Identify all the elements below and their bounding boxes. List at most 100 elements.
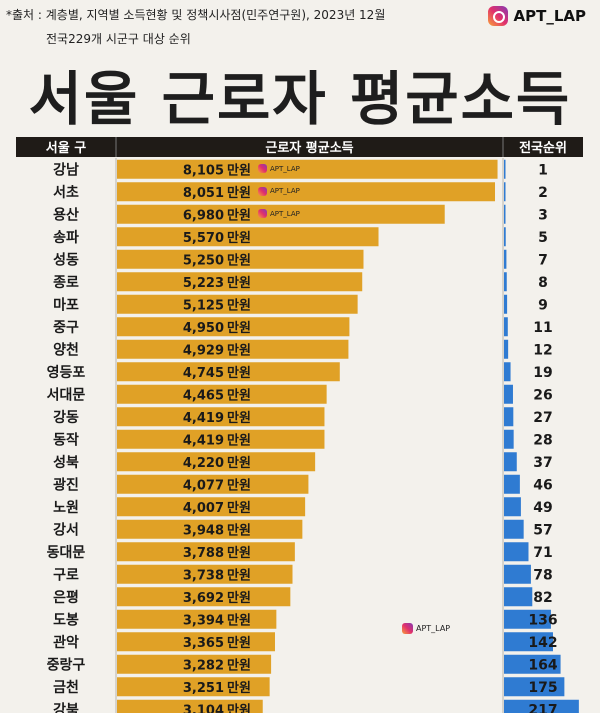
income-unit-label: 만원 [227,275,251,291]
income-bar [117,159,498,179]
district-label: 양천 [53,342,79,358]
header-band [16,137,583,157]
income-unit-label: 만원 [227,297,251,313]
rank-value-label: 57 [533,522,552,538]
rank-value-label: 11 [533,320,552,336]
rank-bar [504,384,513,404]
rank-bar [504,227,506,247]
watermark-label: APT_LAP [416,624,451,633]
rank-value-label: 2 [538,185,548,201]
income-bar [117,677,270,697]
rank-bar [504,677,565,697]
income-value-label: 3,692 [183,591,224,606]
instagram-icon [487,6,508,26]
column-header: 근로자 평균소득 [265,140,353,156]
rank-bar [504,587,533,607]
chart-title: 서울 근로자 평균소득 [28,65,572,133]
income-bar [117,384,327,404]
income-bar [117,452,316,472]
watermark-label: APT_LAP [270,209,300,218]
income-value-label: 8,051 [183,186,224,201]
watermark-row: APT_LAP [258,164,300,173]
income-unit-label: 만원 [227,657,251,673]
district-label: 성동 [53,252,79,268]
rank-value-label: 12 [533,342,552,358]
rank-value-label: 37 [533,455,552,471]
rank-value-label: 7 [538,252,548,268]
watermark-label: APT_LAP [270,164,300,173]
district-label: 노원 [53,500,79,516]
income-value-label: 6,980 [183,208,224,223]
sub-source-note: 전국229개 시군구 대상 순위 [46,32,191,46]
rank-bar [504,182,506,202]
income-bar [117,339,349,359]
income-value-label: 3,738 [183,568,224,583]
income-unit-label: 만원 [227,477,251,493]
income-bar [117,519,303,539]
rank-bar [504,474,520,494]
rank-bar [504,407,514,427]
income-value-label: 5,125 [183,298,224,313]
income-value-label: 4,465 [183,388,224,403]
income-bar [117,204,445,224]
rank-bar [504,249,507,269]
income-unit-label: 만원 [227,207,251,223]
district-label: 송파 [53,230,79,246]
brand-label: APT_LAP [513,7,587,25]
district-label: 구로 [53,567,79,583]
district-label: 종로 [53,275,79,291]
rank-value-label: 9 [538,297,548,313]
income-value-label: 5,250 [183,253,224,268]
district-label: 중구 [53,320,79,336]
income-unit-label: 만원 [227,590,251,606]
instagram-icon [258,209,267,218]
district-label: 서대문 [47,387,86,403]
rank-bar [504,609,551,629]
rank-value-label: 5 [538,230,548,246]
watermark-row: APT_LAP [258,209,300,218]
source-note: *출처 : 계층별, 지역별 소득현황 및 정책시사점(민주연구원), 2023… [6,8,386,22]
income-bar [117,272,363,292]
rank-value-label: 27 [533,410,552,426]
income-value-label: 3,394 [183,613,224,628]
district-label: 성북 [53,455,79,471]
watermark-label: APT_LAP [270,187,300,195]
rank-value-label: 175 [528,680,557,696]
income-value-label: 3,282 [183,658,224,673]
income-value-label: 3,365 [183,636,224,651]
income-unit-label: 만원 [227,320,251,336]
district-label: 은평 [53,589,79,606]
instagram-icon [258,164,267,173]
district-label: 금천 [53,680,79,696]
district-label: 관악 [53,634,79,651]
income-unit-label: 만원 [227,500,251,516]
income-unit-label: 만원 [227,365,251,381]
rank-bar [504,542,529,562]
rank-value-label: 26 [533,387,552,403]
district-label: 강북 [53,701,79,713]
income-unit-label: 만원 [227,545,251,561]
income-value-label: 8,105 [183,163,224,178]
rank-bar [504,564,531,584]
income-value-label: 3,104 [183,703,224,713]
watermark-bottom: APT_LAP [402,623,450,634]
rank-value-label: 164 [528,657,557,673]
rank-bar [504,429,514,449]
district-label: 광진 [53,476,79,493]
instagram-icon [258,186,267,196]
income-unit-label: 만원 [227,387,251,403]
rank-bar [504,519,524,539]
rank-bar [504,654,561,674]
column-header: 전국순위 [519,140,567,156]
rank-value-label: 82 [533,590,552,606]
rank-bar [504,632,553,652]
income-value-label: 5,570 [183,231,224,246]
rank-value-label: 8 [538,275,548,291]
income-bar [117,474,309,494]
income-value-label: 4,745 [183,366,224,381]
district-label: 강서 [53,521,79,538]
income-bar [117,632,275,652]
income-unit-label: 만원 [227,230,251,246]
rank-bar [504,452,517,472]
